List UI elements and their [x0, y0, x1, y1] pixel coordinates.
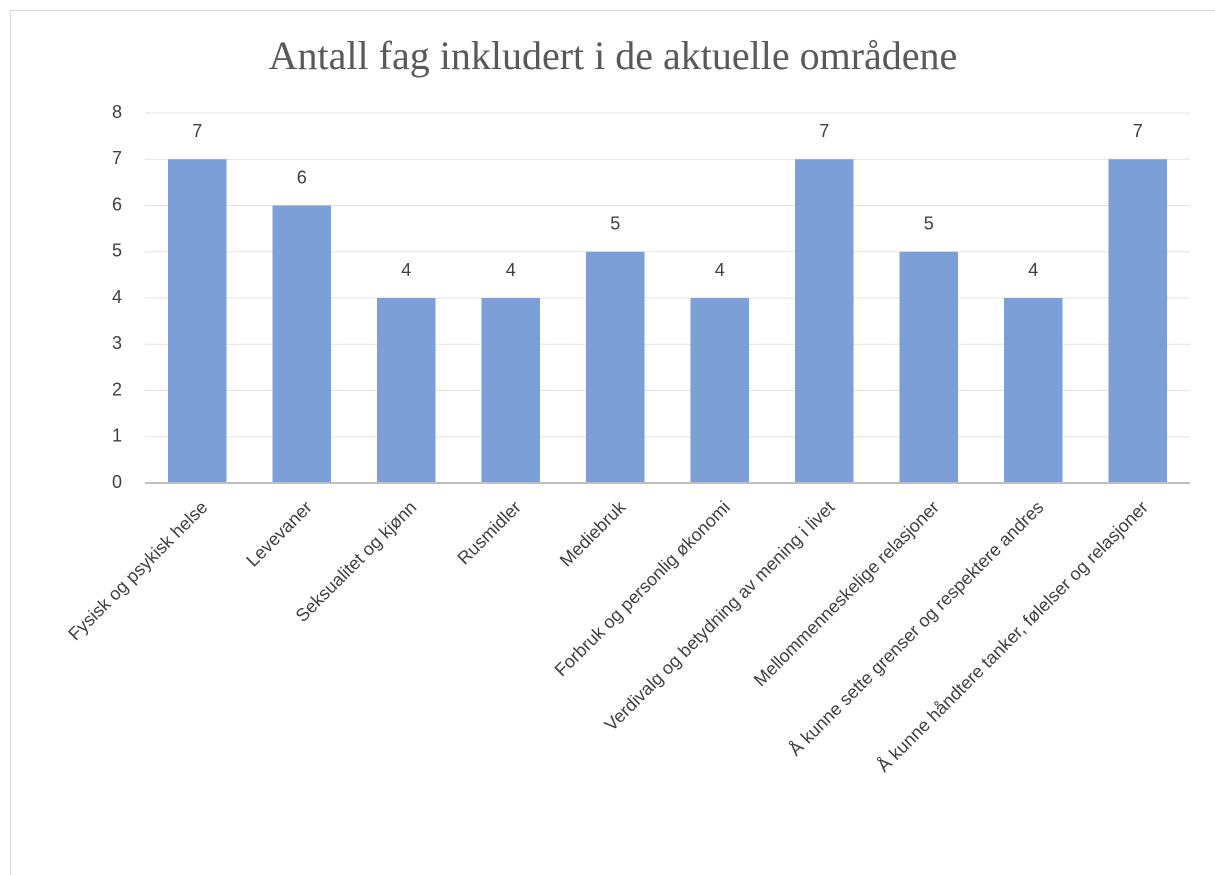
data-label: 5: [610, 214, 620, 234]
y-tick-label: 5: [112, 241, 122, 261]
bar: [585, 251, 645, 483]
bar: [1003, 298, 1063, 483]
data-label: 7: [819, 121, 829, 141]
data-label: 4: [401, 260, 411, 280]
bar: [376, 298, 436, 483]
chart-title: Antall fag inkludert i de aktuelle områd…: [269, 33, 958, 78]
data-label: 4: [506, 260, 516, 280]
y-tick-label: 6: [112, 194, 122, 214]
y-tick-label: 3: [112, 333, 122, 353]
bar: [481, 298, 541, 483]
bar: [167, 159, 227, 483]
data-label: 4: [715, 260, 725, 280]
data-label: 6: [297, 167, 307, 187]
data-label: 7: [192, 121, 202, 141]
y-tick-label: 2: [112, 379, 122, 399]
bar: [794, 159, 854, 483]
y-tick-label: 7: [112, 148, 122, 168]
bar: [272, 205, 332, 483]
bar: [899, 251, 959, 483]
y-tick-label: 8: [112, 102, 122, 122]
y-tick-label: 4: [112, 287, 122, 307]
data-label: 5: [924, 214, 934, 234]
y-tick-label: 0: [112, 472, 122, 492]
bar: [1108, 159, 1168, 483]
data-label: 4: [1028, 260, 1038, 280]
bar: [690, 298, 750, 483]
y-tick-label: 1: [112, 426, 122, 446]
data-label: 7: [1133, 121, 1143, 141]
